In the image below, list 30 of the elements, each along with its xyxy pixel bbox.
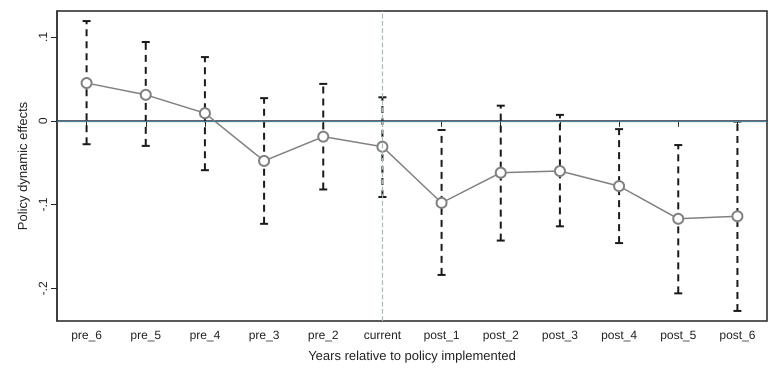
y-tick-label: -.2 <box>36 281 50 296</box>
x-tick-label: post_5 <box>660 328 697 342</box>
point <box>613 180 626 192</box>
x-axis-title: Years relative to policy implemented <box>308 348 516 363</box>
point <box>672 212 684 225</box>
y-tick-label: -.1 <box>36 197 50 212</box>
point <box>258 154 270 167</box>
x-tick-label: current <box>364 328 402 342</box>
x-tick-label: pre_4 <box>190 328 221 342</box>
point <box>554 165 566 178</box>
point <box>376 140 388 153</box>
point <box>140 88 152 101</box>
x-tick-label: pre_3 <box>248 328 280 342</box>
point <box>198 107 211 120</box>
y-axis-title: Policy dynamic effects <box>15 101 30 230</box>
point <box>80 77 93 90</box>
x-tick-label: pre_2 <box>308 328 339 342</box>
x-tick-label: post_3 <box>542 328 578 342</box>
point <box>731 210 744 222</box>
point <box>436 196 448 209</box>
x-tick-label: pre_5 <box>130 328 162 342</box>
point <box>494 166 507 179</box>
y-tick-label: 0 <box>36 117 50 124</box>
x-tick-label: post_4 <box>601 328 638 342</box>
point <box>317 130 330 143</box>
x-tick-label: post_1 <box>424 328 460 342</box>
x-tick-label: post_2 <box>482 328 520 342</box>
y-tick-label: .1 <box>36 32 50 42</box>
x-tick-label: post_6 <box>719 328 756 342</box>
x-tick-label: pre_6 <box>71 328 102 342</box>
